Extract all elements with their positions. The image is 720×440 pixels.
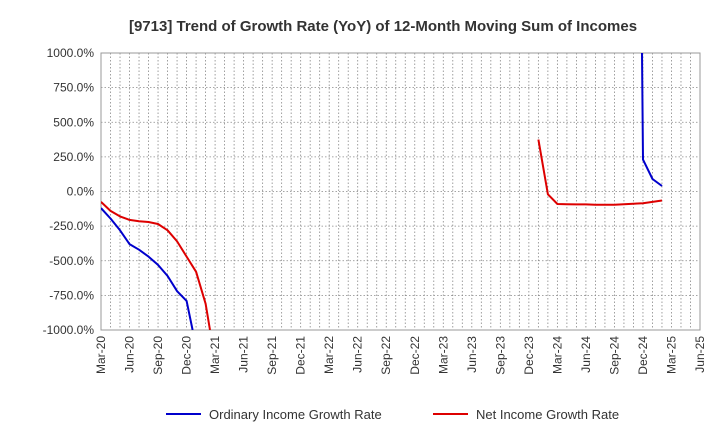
y-tick-label: 0.0% [67, 185, 95, 199]
y-tick-label: 250.0% [53, 150, 94, 164]
series-layer [101, 53, 663, 330]
x-tick-label: Mar-20 [94, 336, 108, 374]
x-tick-label: Dec-22 [408, 336, 422, 375]
x-tick-label: Sep-20 [151, 336, 165, 375]
y-tick-label: -1000.0% [43, 323, 95, 337]
grid [100, 52, 701, 331]
x-tick-label: Dec-21 [294, 336, 308, 375]
x-axis: Mar-20 Jun-20 Sep-20 Dec-20 Mar-21 Jun-21 Sep-… [94, 336, 707, 375]
x-tick-label: Jun-23 [465, 336, 479, 373]
x-tick-label: Sep-24 [607, 336, 621, 375]
plot-area [100, 52, 701, 331]
x-tick-label: Mar-22 [322, 336, 336, 374]
y-tick-label: -750.0% [49, 288, 94, 302]
x-tick-label: Jun-24 [579, 336, 593, 373]
x-tick-label: Sep-22 [379, 336, 393, 375]
net-income-series-line [101, 201, 211, 330]
x-tick-label: Jun-22 [351, 336, 365, 373]
legend-label: Net Income Growth Rate [476, 407, 619, 422]
legend-label: Ordinary Income Growth Rate [209, 407, 382, 422]
y-tick-label: 500.0% [53, 115, 94, 129]
ordinary-income-series-line [641, 53, 663, 187]
net-income-series-line [537, 139, 663, 206]
y-tick-label: -500.0% [49, 254, 94, 268]
y-tick-label: 750.0% [53, 81, 94, 95]
chart-title: [9713] Trend of Growth Rate (YoY) of 12-… [129, 18, 637, 35]
ordinary-income-series-line [101, 207, 194, 330]
x-tick-label: Sep-23 [493, 336, 507, 375]
x-tick-label: Dec-23 [522, 336, 536, 375]
x-tick-label: Dec-24 [636, 336, 650, 375]
x-tick-label: Jun-21 [237, 336, 251, 373]
x-tick-label: Sep-21 [265, 336, 279, 375]
y-axis: 1000.0% 750.0% 500.0% 250.0% 0.0% -250.0% -500… [43, 46, 95, 337]
x-tick-label: Mar-24 [550, 336, 564, 374]
x-tick-label: Mar-25 [664, 336, 678, 374]
x-tick-label: Jun-25 [693, 336, 707, 373]
x-tick-label: Dec-20 [180, 336, 194, 375]
y-tick-label: -250.0% [49, 219, 94, 233]
y-tick-label: 1000.0% [47, 46, 95, 60]
x-tick-label: Mar-23 [436, 336, 450, 374]
x-tick-label: Mar-21 [208, 336, 222, 374]
legend: Ordinary Income Growth Rate Net Income Gr… [166, 407, 619, 422]
x-tick-label: Jun-20 [123, 336, 137, 373]
